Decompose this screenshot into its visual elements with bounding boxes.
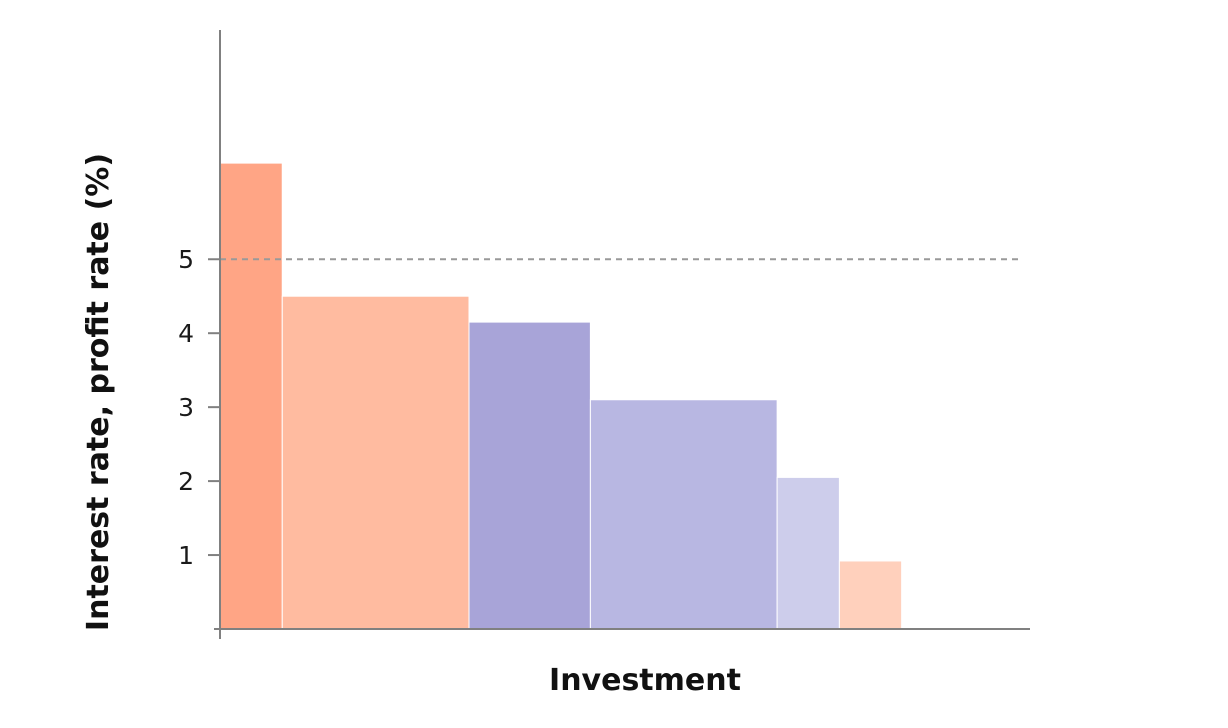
bar-1 — [219, 162, 283, 630]
y-tick-label-5: 5 — [178, 245, 194, 274]
y-tick-label-4: 4 — [178, 319, 194, 348]
bars-group — [219, 162, 903, 630]
bar-3 — [468, 321, 591, 630]
x-axis-title: Investment — [549, 663, 741, 698]
y-tick-label-1: 1 — [178, 541, 194, 570]
bar-2 — [281, 295, 470, 630]
bar-5 — [776, 476, 840, 630]
bar-4 — [589, 399, 778, 630]
y-axis-title: Interest rate, profit rate (%) — [81, 153, 116, 631]
y-tick-label-3: 3 — [178, 393, 194, 422]
bar-6 — [838, 560, 903, 630]
y-ticks-group: 1 2 3 4 5 — [178, 245, 220, 570]
y-tick-label-2: 2 — [178, 467, 194, 496]
